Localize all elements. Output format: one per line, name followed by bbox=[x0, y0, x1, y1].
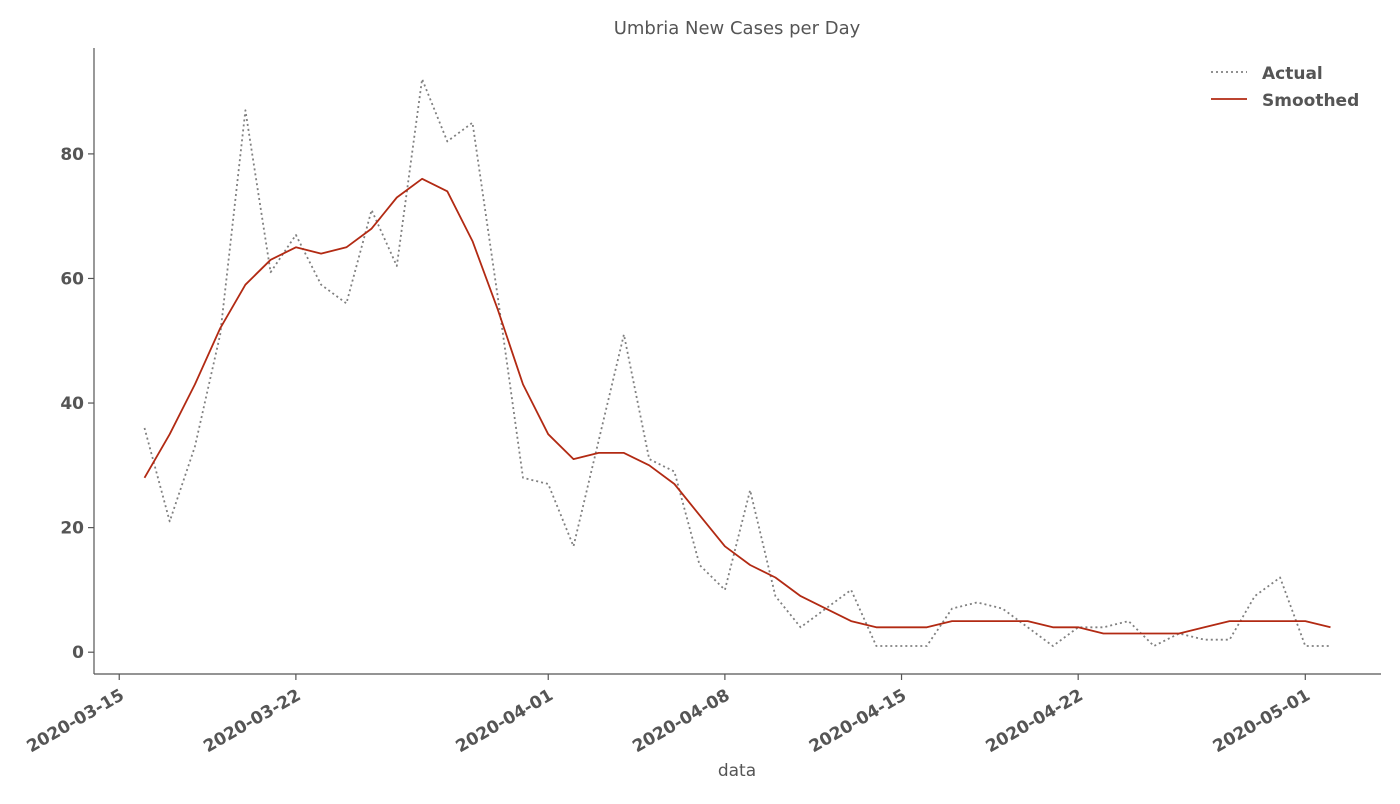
x-tick-label: 2020-05-01 bbox=[1210, 685, 1314, 757]
legend-label-actual: Actual bbox=[1262, 64, 1323, 84]
x-tick-label: 2020-04-08 bbox=[629, 685, 733, 757]
x-tick-label: 2020-04-15 bbox=[806, 685, 910, 757]
x-axis-label: data bbox=[718, 761, 756, 781]
y-tick-label: 60 bbox=[60, 269, 84, 289]
series-line-actual bbox=[143, 78, 1331, 647]
x-tick-label: 2020-04-22 bbox=[982, 685, 1086, 757]
x-tick-label: 2020-03-15 bbox=[24, 685, 128, 757]
y-tick-label: 80 bbox=[60, 145, 84, 165]
x-tick-label: 2020-04-01 bbox=[453, 685, 557, 757]
x-tick-label: 2020-03-22 bbox=[200, 685, 304, 757]
legend: Actual Smoothed bbox=[1211, 64, 1359, 111]
y-tick-label: 40 bbox=[60, 394, 84, 414]
ticks-layer: 0 20 40 60 80 2020-03-15 2020-03-22 2020-04-01 2… bbox=[24, 145, 1314, 757]
series-layer bbox=[143, 78, 1331, 647]
series-line-smoothed bbox=[143, 177, 1331, 635]
chart-title: Umbria New Cases per Day bbox=[614, 18, 861, 39]
y-tick-label: 20 bbox=[60, 519, 84, 539]
y-tick-label: 0 bbox=[72, 643, 84, 663]
legend-label-smoothed: Smoothed bbox=[1262, 91, 1359, 111]
